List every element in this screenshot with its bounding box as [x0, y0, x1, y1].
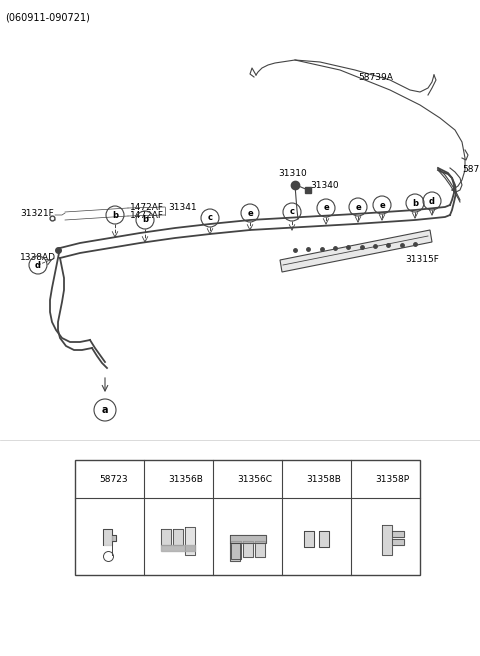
Text: b: b: [112, 211, 118, 220]
Text: b: b: [412, 199, 418, 207]
Text: c: c: [225, 474, 229, 483]
Text: e: e: [247, 209, 253, 218]
Text: 31358B: 31358B: [306, 474, 341, 483]
Polygon shape: [392, 531, 404, 537]
Polygon shape: [229, 535, 265, 543]
Polygon shape: [230, 541, 240, 558]
Text: 31340: 31340: [310, 182, 338, 190]
Polygon shape: [303, 531, 313, 546]
Text: 58723: 58723: [99, 474, 128, 483]
Text: a: a: [86, 474, 92, 483]
Text: a: a: [102, 405, 108, 415]
Text: 31356B: 31356B: [168, 474, 203, 483]
Text: 31315F: 31315F: [405, 255, 439, 264]
Text: e: e: [362, 474, 368, 483]
Text: c: c: [207, 213, 213, 222]
Text: e: e: [379, 201, 385, 209]
Text: 31341: 31341: [168, 203, 197, 211]
Polygon shape: [160, 529, 170, 544]
Text: 1472AF: 1472AF: [130, 211, 164, 220]
Polygon shape: [280, 230, 432, 272]
Text: e: e: [355, 203, 361, 211]
Polygon shape: [392, 539, 404, 544]
Polygon shape: [254, 541, 264, 556]
Polygon shape: [172, 529, 182, 544]
Text: e: e: [323, 203, 329, 213]
Polygon shape: [382, 525, 392, 554]
Polygon shape: [319, 531, 328, 546]
Polygon shape: [229, 543, 240, 560]
Polygon shape: [111, 535, 116, 541]
Text: b: b: [142, 216, 148, 224]
Text: 31321F: 31321F: [20, 209, 54, 218]
Polygon shape: [184, 527, 194, 554]
Text: 58739A: 58739A: [358, 73, 393, 82]
Polygon shape: [160, 544, 194, 550]
Text: 58735A: 58735A: [462, 165, 480, 174]
Text: b: b: [155, 474, 161, 483]
Text: d: d: [293, 474, 299, 483]
Text: 31358P: 31358P: [375, 474, 409, 483]
Text: 1338AD: 1338AD: [20, 253, 56, 262]
Bar: [75, 460, 420, 575]
Polygon shape: [242, 541, 252, 556]
Text: 31356C: 31356C: [237, 474, 272, 483]
Text: c: c: [289, 207, 295, 216]
Text: 31310: 31310: [278, 169, 307, 178]
Text: d: d: [429, 197, 435, 205]
Text: (060911-090721): (060911-090721): [5, 12, 90, 22]
Polygon shape: [103, 529, 111, 544]
Text: d: d: [35, 260, 41, 270]
Text: 1472AF: 1472AF: [130, 203, 164, 211]
